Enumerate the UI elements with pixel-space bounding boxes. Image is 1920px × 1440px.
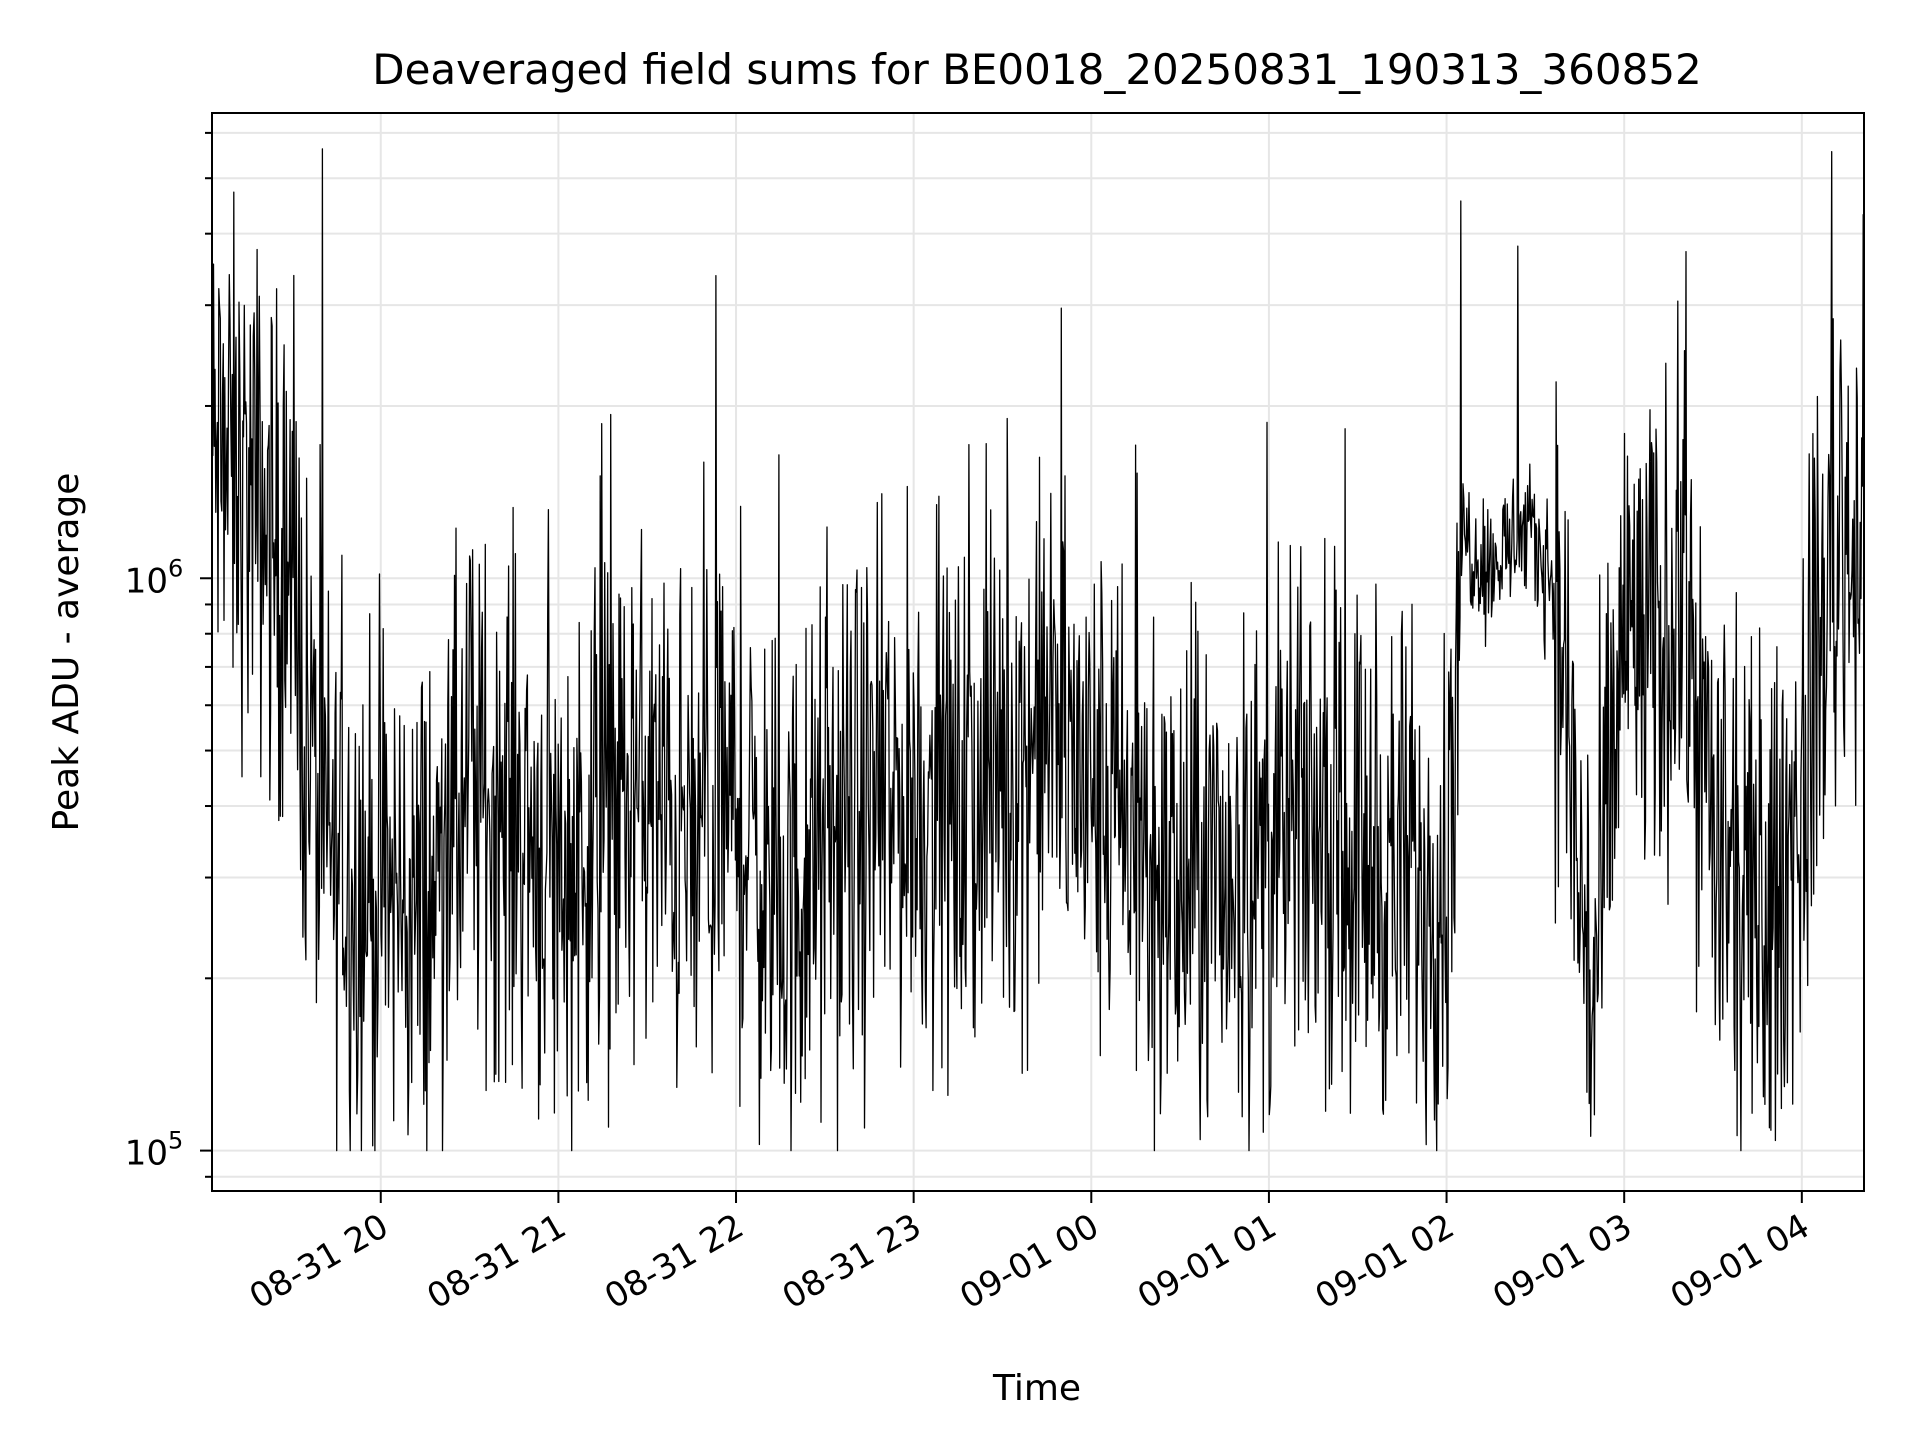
y-axis-label: Peak ADU - average [46,473,87,832]
y-tick-label-exponent: 5 [168,1127,183,1155]
y-tick-label: 106 [125,554,184,601]
y-tick-label: 105 [125,1127,184,1174]
y-tick-label-base: 10 [125,561,168,601]
chart-title: Deaveraged field sums for BE0018_2025083… [372,45,1702,94]
series-line [211,148,1865,1152]
plot-frame [211,112,1865,1192]
x-axis-label: Time [992,1368,1081,1409]
data-line-layer [211,148,1865,1152]
y-tick-label-base: 10 [125,1134,168,1174]
y-tick-label-exponent: 6 [168,554,183,582]
